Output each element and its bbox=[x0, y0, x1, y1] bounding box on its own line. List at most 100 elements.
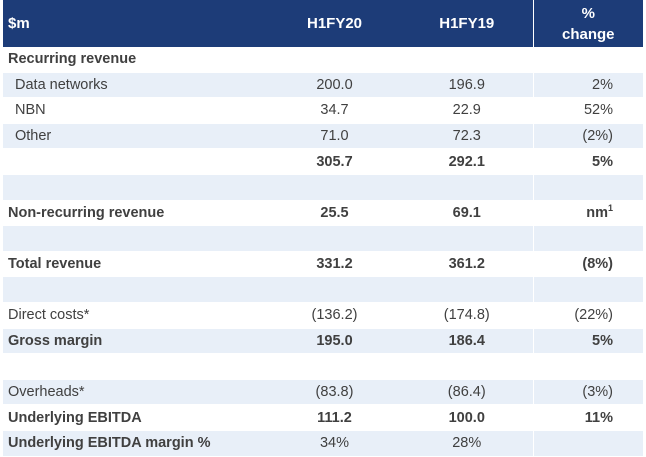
header-change-word: change bbox=[561, 25, 615, 43]
footnote-marker: 1 bbox=[607, 202, 613, 213]
table-row: Underlying EBITDA margin % 34% 28% bbox=[3, 430, 643, 457]
value-pct-change bbox=[532, 430, 643, 457]
value-h1fy20: 195.0 bbox=[268, 328, 401, 355]
value-pct-change: 2% bbox=[532, 72, 643, 99]
value-h1fy19 bbox=[401, 276, 533, 303]
value-h1fy19: 22.9 bbox=[401, 97, 533, 124]
value-h1fy20: 200.0 bbox=[268, 72, 401, 99]
value-h1fy20 bbox=[268, 174, 401, 201]
value-h1fy19: 186.4 bbox=[401, 328, 533, 355]
value-h1fy19 bbox=[401, 47, 533, 73]
header-pct-change: % change bbox=[532, 0, 643, 47]
value-pct-change: 11% bbox=[532, 404, 643, 431]
value-pct-change bbox=[532, 47, 643, 73]
value-h1fy20: 25.5 bbox=[268, 200, 401, 227]
row-label bbox=[3, 174, 268, 201]
value-pct-change bbox=[532, 225, 643, 252]
header-row: $m H1FY20 H1FY19 % change bbox=[3, 0, 643, 47]
value-h1fy19 bbox=[401, 174, 533, 201]
value-h1fy19: 28% bbox=[401, 430, 533, 457]
table-row: NBN 34.7 22.9 52% bbox=[3, 97, 643, 124]
pct-change-text: (3%) bbox=[582, 384, 613, 401]
value-pct-change: 52% bbox=[532, 97, 643, 124]
value-pct-change bbox=[532, 174, 643, 201]
row-label: Overheads* bbox=[3, 379, 268, 406]
value-pct-change bbox=[532, 353, 643, 380]
row-label: Total revenue bbox=[3, 251, 268, 278]
value-h1fy20 bbox=[268, 276, 401, 303]
header-h1fy19: H1FY19 bbox=[401, 0, 533, 47]
value-pct-change: (2%) bbox=[532, 123, 643, 150]
row-label: NBN bbox=[3, 97, 268, 124]
row-label bbox=[3, 225, 268, 252]
table-header: $m H1FY20 H1FY19 % change bbox=[3, 0, 643, 47]
value-h1fy20: (136.2) bbox=[268, 302, 401, 329]
table-row: Direct costs* (136.2) (174.8) (22%) bbox=[3, 302, 643, 329]
pct-change-text: nm bbox=[586, 204, 608, 221]
table-body: Recurring revenue Data networks 200.0 196.9… bbox=[3, 47, 643, 457]
row-label: Non-recurring revenue bbox=[3, 200, 268, 227]
row-label bbox=[3, 276, 268, 303]
table-row: Recurring revenue bbox=[3, 47, 643, 73]
value-h1fy19: (86.4) bbox=[401, 379, 533, 406]
value-h1fy20: (83.8) bbox=[268, 379, 401, 406]
header-h1fy20: H1FY20 bbox=[268, 0, 401, 47]
value-h1fy20 bbox=[268, 225, 401, 252]
pct-change-text: (22%) bbox=[574, 307, 613, 324]
table-row: 305.7 292.1 5% bbox=[3, 148, 643, 175]
value-pct-change: (22%) bbox=[532, 302, 643, 329]
value-pct-change: nm1 bbox=[532, 200, 643, 227]
table-row: Overheads* (83.8) (86.4) (3%) bbox=[3, 379, 643, 406]
value-pct-change: (3%) bbox=[532, 379, 643, 406]
value-h1fy20: 34% bbox=[268, 430, 401, 457]
value-pct-change: 5% bbox=[532, 148, 643, 175]
header-units: $m bbox=[3, 0, 268, 47]
pct-change-text: 11% bbox=[584, 409, 613, 426]
row-label: Underlying EBITDA bbox=[3, 404, 268, 431]
value-h1fy19: 69.1 bbox=[401, 200, 533, 227]
table-row bbox=[3, 353, 643, 380]
pct-change-text: (2%) bbox=[582, 128, 613, 145]
table-row: Underlying EBITDA 111.2 100.0 11% bbox=[3, 404, 643, 431]
value-h1fy19 bbox=[401, 225, 533, 252]
row-label: Gross margin bbox=[3, 328, 268, 355]
row-label: Direct costs* bbox=[3, 302, 268, 329]
row-label: Other bbox=[3, 123, 268, 150]
table-row: Other 71.0 72.3 (2%) bbox=[3, 123, 643, 150]
value-h1fy19 bbox=[401, 353, 533, 380]
table-row: Gross margin 195.0 186.4 5% bbox=[3, 328, 643, 355]
value-pct-change: (8%) bbox=[532, 251, 643, 278]
pct-change-text: 2% bbox=[592, 76, 613, 93]
row-label: Data networks bbox=[3, 72, 268, 99]
value-h1fy19: 292.1 bbox=[401, 148, 533, 175]
pct-change-text: 5% bbox=[592, 332, 613, 349]
value-h1fy20: 71.0 bbox=[268, 123, 401, 150]
value-h1fy19: 361.2 bbox=[401, 251, 533, 278]
header-pct-symbol: % bbox=[581, 4, 595, 22]
table-row: Total revenue 331.2 361.2 (8%) bbox=[3, 251, 643, 278]
value-h1fy20 bbox=[268, 353, 401, 380]
value-h1fy20: 34.7 bbox=[268, 97, 401, 124]
row-label bbox=[3, 148, 268, 175]
pct-change-text: (8%) bbox=[582, 256, 613, 273]
value-h1fy20 bbox=[268, 47, 401, 73]
value-pct-change bbox=[532, 276, 643, 303]
financial-summary-table: $m H1FY20 H1FY19 % change Recurring reve… bbox=[3, 0, 643, 457]
value-h1fy19: (174.8) bbox=[401, 302, 533, 329]
value-pct-change: 5% bbox=[532, 328, 643, 355]
row-label: Underlying EBITDA margin % bbox=[3, 430, 268, 457]
row-label: Recurring revenue bbox=[3, 47, 268, 73]
table-row: Data networks 200.0 196.9 2% bbox=[3, 72, 643, 99]
value-h1fy19: 196.9 bbox=[401, 72, 533, 99]
pct-change-text: 52% bbox=[583, 102, 613, 119]
value-h1fy20: 305.7 bbox=[268, 148, 401, 175]
table-row bbox=[3, 225, 643, 252]
value-h1fy19: 72.3 bbox=[401, 123, 533, 150]
value-h1fy19: 100.0 bbox=[401, 404, 533, 431]
table-row: Non-recurring revenue 25.5 69.1 nm1 bbox=[3, 200, 643, 227]
table-row bbox=[3, 174, 643, 201]
value-h1fy20: 331.2 bbox=[268, 251, 401, 278]
pct-change-text: 5% bbox=[592, 153, 613, 170]
row-label bbox=[3, 353, 268, 380]
value-h1fy20: 111.2 bbox=[268, 404, 401, 431]
